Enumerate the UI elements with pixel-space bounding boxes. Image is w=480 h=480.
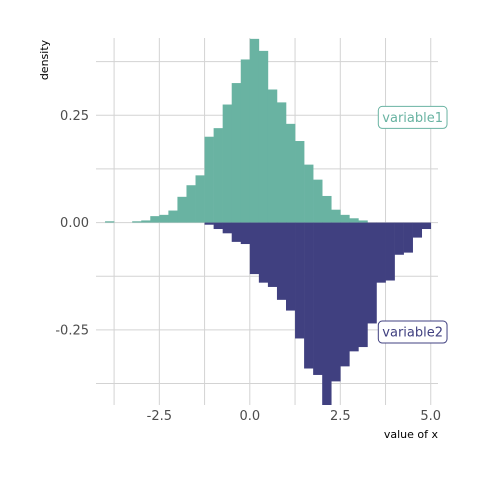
histogram-bar-variable2: [421, 222, 432, 230]
histogram-bar-variable1: [168, 210, 178, 223]
x-tick-label: 5.0: [420, 409, 441, 424]
histogram-bar-variable1: [177, 196, 187, 223]
y-axis-title: density: [38, 39, 51, 80]
histogram-bar-variable2: [267, 222, 278, 287]
histogram-bar-variable1: [322, 195, 332, 223]
histogram-bar-variable2: [222, 222, 233, 234]
histogram-bar-variable1: [204, 136, 214, 223]
histogram-bar-variable1: [358, 220, 368, 223]
histogram-bar-variable2: [295, 222, 305, 339]
histogram-bar-variable2: [403, 222, 413, 253]
series-label-variable2: variable2: [377, 320, 448, 344]
histogram-bar-variable1: [240, 59, 251, 223]
histogram-bar-variable1: [105, 221, 115, 223]
histogram-bar-variable2: [258, 222, 269, 283]
series-label-box: [377, 105, 448, 129]
x-axis-title: value of x: [384, 428, 439, 441]
histogram-bar-variable2: [249, 222, 260, 275]
histogram-bar-variable1: [286, 123, 296, 223]
histogram-bar-variable1: [132, 221, 142, 223]
histogram-bar-variable2: [204, 222, 214, 225]
histogram-bar-variable2: [231, 222, 242, 242]
y-tick-label: -0.25: [55, 323, 89, 338]
histogram-bar-variable2: [349, 222, 359, 352]
series-label-box: [377, 320, 448, 344]
histogram-bar-variable2: [340, 222, 350, 367]
series-labels: variable1 variable2: [377, 105, 448, 344]
histogram-bar-variable2: [313, 222, 323, 375]
tick-labels: -2.5 0.0 2.5 5.0 0.25 0.00 -0.25: [55, 109, 441, 424]
series-label-variable1: variable1: [377, 105, 448, 129]
x-tick-label: 2.5: [330, 409, 351, 424]
histogram-bar-variable1: [304, 164, 314, 223]
histogram-bar-variable1: [349, 218, 359, 223]
histogram-bar-variable1: [267, 89, 278, 223]
histogram-bar-variable1: [159, 214, 169, 223]
histogram-bar-variable1: [276, 102, 287, 223]
histogram-bar-variable1: [295, 141, 305, 223]
histogram-bar-variable1: [141, 220, 151, 223]
y-tick-label: 0.00: [60, 216, 89, 231]
histogram-bar-variable1: [231, 83, 242, 223]
histogram-bar-variable2: [367, 222, 377, 324]
histogram-bar-variable2: [412, 222, 423, 238]
histogram-bar-variable2: [394, 222, 404, 255]
x-tick-label: -2.5: [147, 409, 172, 424]
histogram-bar-variable1: [186, 185, 196, 223]
histogram-bar-variable2: [358, 222, 368, 348]
histogram-bar-variable2: [322, 222, 332, 405]
histogram-bar-variable1: [313, 179, 323, 223]
series-label-text: variable1: [382, 111, 443, 126]
histogram-bar-variable2: [286, 222, 296, 311]
histogram-bar-variable2: [376, 222, 386, 283]
histogram-bar-variable2: [213, 222, 223, 230]
histogram-bar-variable1: [150, 216, 160, 223]
histogram-bar-variable2: [385, 222, 395, 281]
histogram-bar-variable2: [304, 222, 314, 369]
histogram-bar-variable1: [340, 214, 350, 223]
histogram-bar-variable1: [195, 175, 205, 223]
x-tick-label: 0.0: [239, 409, 260, 424]
histogram-bar-variable2: [240, 222, 251, 245]
histogram-bar-variable2: [276, 222, 287, 300]
histogram-bar-variable1: [249, 38, 260, 223]
histogram-bar-variable1: [258, 50, 269, 223]
y-tick-label: 0.25: [60, 109, 89, 124]
histogram-bar-variable1: [213, 128, 223, 223]
histogram-bars: [105, 38, 432, 405]
histogram-bar-variable2: [331, 222, 341, 382]
series-label-text: variable2: [382, 326, 443, 341]
histogram-bar-variable1: [222, 104, 233, 223]
histogram-bar-variable1: [331, 209, 341, 223]
